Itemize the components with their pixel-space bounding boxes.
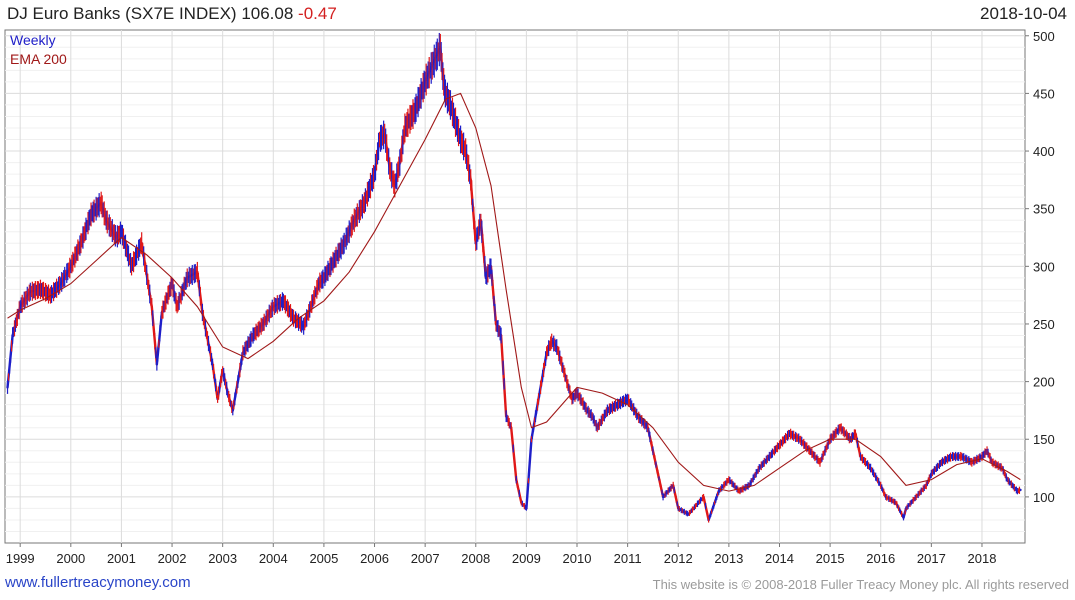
ema-line [7,92,1021,492]
x-tick-label: 2008 [461,551,490,566]
copyright-notice: This website is © 2008-2018 Fuller Treac… [652,577,1069,592]
legend: Weekly EMA 200 [10,32,67,67]
y-tick-label: 450 [1033,86,1055,101]
x-axis: 1999 2000 2001 2002 2003 2004 2005 2006 2007 2008… [6,543,997,566]
x-tick-label: 2009 [512,551,541,566]
x-tick-label: 2010 [563,551,592,566]
y-axis: 100 150 200 250 300 350 400 450 500 [1025,29,1055,505]
x-tick-label: 2004 [259,551,288,566]
x-tick-label: 2012 [664,551,693,566]
x-tick-label: 2016 [866,551,895,566]
last-price: 106.08 [241,4,294,23]
x-tick-label: 2006 [360,551,389,566]
x-tick-label: 2000 [56,551,85,566]
x-tick-label: 2014 [765,551,794,566]
website-link[interactable]: www.fullertreacymoney.com [5,574,191,591]
x-tick-label: 2005 [309,551,338,566]
x-tick-label: 2001 [107,551,136,566]
x-tick-label: 2015 [816,551,845,566]
legend-weekly: Weekly [10,32,56,48]
index-name: DJ Euro Banks (SX7E INDEX) [7,4,237,23]
x-tick-label: 2013 [714,551,743,566]
y-tick-label: 500 [1033,29,1055,44]
y-tick-label: 350 [1033,202,1055,217]
x-tick-label: 2003 [208,551,237,566]
x-tick-label: 2007 [411,551,440,566]
series-group [6,32,1022,523]
price-change: -0.47 [298,4,337,23]
grid [5,30,1025,543]
chart-title: DJ Euro Banks (SX7E INDEX) 106.08 -0.47 [7,4,337,24]
x-tick-label: 2018 [968,551,997,566]
x-tick-label: 2011 [614,551,642,566]
x-tick-label: 2017 [917,551,946,566]
x-tick-label: 1999 [6,551,35,566]
legend-ema: EMA 200 [10,51,67,67]
y-tick-label: 400 [1033,144,1055,159]
y-tick-label: 300 [1033,259,1055,274]
y-tick-label: 100 [1033,490,1055,505]
y-tick-label: 250 [1033,317,1055,332]
x-tick-label: 2002 [158,551,187,566]
chart-date: 2018-10-04 [980,4,1067,23]
y-tick-label: 200 [1033,375,1055,390]
y-tick-label: 150 [1033,432,1055,447]
